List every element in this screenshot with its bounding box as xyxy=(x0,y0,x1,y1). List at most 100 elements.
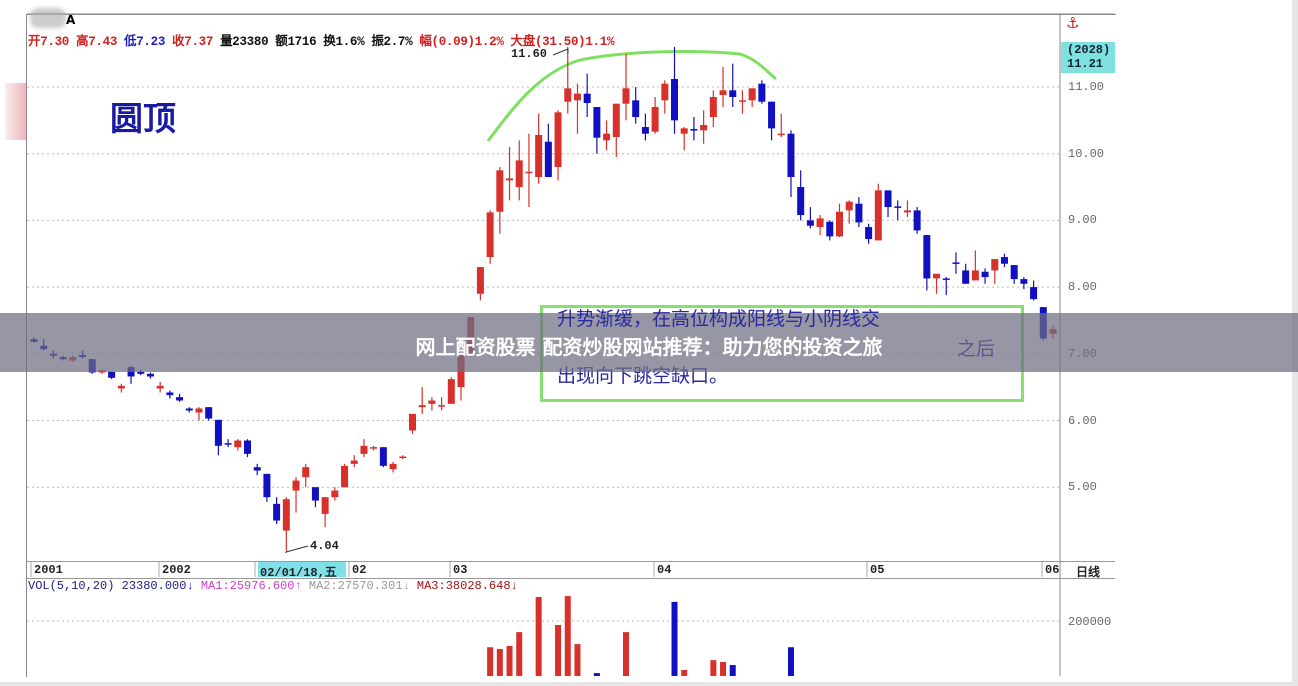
candle-body xyxy=(117,385,125,389)
candle-body xyxy=(874,190,882,241)
candle-body xyxy=(729,90,737,98)
banner-text[interactable]: 网上配资股票 配资炒股网站推荐：助力您的投资之旅 xyxy=(415,335,883,359)
candle-body xyxy=(758,83,766,102)
volume-bar xyxy=(681,669,688,676)
quote-header: 开7.30 高7.43 低7.23 收7.37 量23380 额1716 换1.6% 振2.7… xyxy=(28,30,621,49)
overlay-banner[interactable] xyxy=(0,313,1298,372)
candle-body xyxy=(486,212,494,258)
current-price-box: (2028) 11.21 xyxy=(1061,42,1115,73)
date-label: 05 xyxy=(870,563,885,577)
candle-body xyxy=(399,456,407,459)
candle-body xyxy=(700,125,708,131)
volume-bar xyxy=(564,596,571,676)
price-tick-label: 9.00 xyxy=(1068,213,1097,228)
quote-field: 幅(0.09)1.2% xyxy=(419,35,504,49)
volume-bar xyxy=(671,601,678,676)
candle-body xyxy=(903,210,911,213)
down-arrow-icon: ↓ xyxy=(186,579,194,593)
date-label: 2001 xyxy=(34,563,63,577)
candle-body xyxy=(981,271,989,278)
candle-body xyxy=(622,88,630,104)
candle-body xyxy=(564,88,572,102)
candle-body xyxy=(573,93,581,101)
candle-body xyxy=(176,397,184,401)
candle-body xyxy=(476,267,484,294)
candle-body xyxy=(971,270,979,281)
candle-body xyxy=(370,447,378,449)
volume-bar xyxy=(506,645,513,676)
candle-body xyxy=(282,499,290,531)
date-label: 06 xyxy=(1045,563,1060,577)
candle-body xyxy=(302,467,310,478)
quote-field: 开7.30 xyxy=(28,35,70,49)
volume-bar xyxy=(555,625,562,676)
date-axis xyxy=(27,561,1115,579)
volume-bar xyxy=(720,661,727,676)
anchor-icon[interactable]: ⚓ xyxy=(1066,14,1080,32)
period-label: 日线 xyxy=(1076,566,1101,580)
candle-body xyxy=(942,278,950,280)
candle-body xyxy=(535,135,543,178)
candle-body xyxy=(651,107,659,132)
vol-ma2: MA2:27570.301 xyxy=(308,579,403,593)
volume-bar xyxy=(496,649,503,676)
price-tick-label: 5.00 xyxy=(1068,480,1097,495)
quote-field: 额1716 xyxy=(275,35,317,49)
low-pointer-line xyxy=(285,545,309,553)
current-bar-count: (2028) xyxy=(1067,43,1111,57)
candle-body xyxy=(991,259,999,271)
candle-body xyxy=(253,467,261,471)
candle-body xyxy=(933,273,941,279)
volume-bar xyxy=(622,632,629,676)
price-tick-label: 11.00 xyxy=(1068,80,1105,94)
volume-bar xyxy=(593,673,600,676)
high-price-label: 11.60 xyxy=(511,47,548,61)
candle-body xyxy=(166,392,174,396)
candle-body xyxy=(962,270,970,284)
stock-name-suffix: A xyxy=(66,13,76,27)
down-arrow-icon: ↓ xyxy=(402,579,410,593)
volume-bar xyxy=(787,647,794,676)
quote-field: 量23380 xyxy=(220,35,269,49)
volume-bar xyxy=(487,647,494,676)
candle-body xyxy=(525,171,533,174)
candle-body xyxy=(894,206,902,208)
page-bottom-edge xyxy=(0,682,1298,686)
quote-field: 换1.6% xyxy=(323,35,365,49)
candle-body xyxy=(680,128,688,134)
candle-body xyxy=(603,133,611,141)
candle-body xyxy=(884,190,892,208)
volume-bar xyxy=(574,644,581,676)
candle-body xyxy=(845,201,853,211)
volume-bar xyxy=(710,660,717,676)
vol-value: VOL(5,10,20) 23380.000 xyxy=(28,579,187,593)
candle-body xyxy=(350,460,358,464)
candle-body xyxy=(709,97,717,118)
candle-body xyxy=(952,262,960,264)
candle-body xyxy=(593,107,601,138)
volume-tick-label: 200000 xyxy=(1068,615,1112,629)
low-price-label: 4.04 xyxy=(310,539,339,553)
candle-body xyxy=(389,463,397,470)
quote-field: 振2.7% xyxy=(371,35,413,49)
current-price: 11.21 xyxy=(1067,57,1104,71)
candle-body xyxy=(641,127,649,134)
candle-body xyxy=(418,405,426,408)
quote-field: 收7.37 xyxy=(172,35,214,49)
candle-body xyxy=(690,129,698,131)
candle-body xyxy=(816,218,824,228)
quote-field: 大盘(31.50)1.1% xyxy=(510,35,615,49)
vol-ma1: MA1:25976.600 xyxy=(200,579,295,593)
candle-body xyxy=(214,419,222,446)
candle-body xyxy=(632,100,640,118)
candle-body xyxy=(360,445,368,454)
candle-body xyxy=(855,203,863,223)
candle-body xyxy=(408,413,416,431)
candle-body xyxy=(923,235,931,279)
candle-body xyxy=(806,220,814,226)
volume-header: VOL(5,10,20) 23380.000↓ MA1:25976.600↑ M… xyxy=(28,579,518,593)
volume-bar xyxy=(516,632,523,676)
candle-body xyxy=(137,371,145,374)
candle-body xyxy=(835,211,843,237)
candle-body xyxy=(331,490,339,498)
